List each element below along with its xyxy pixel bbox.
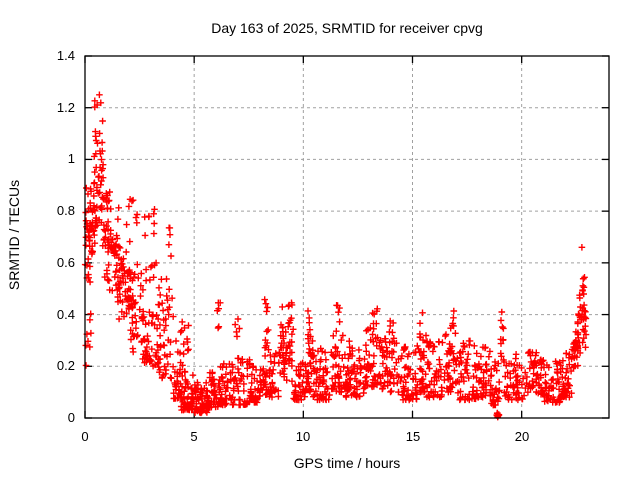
y-tick-label-0: 0	[67, 410, 75, 425]
x-axis-label: GPS time / hours	[293, 455, 401, 471]
y-tick-label-0.6: 0.6	[56, 255, 75, 270]
y-tick-label-1: 1	[67, 151, 75, 166]
x-tick-label-5: 5	[190, 429, 198, 444]
y-tick-label-0.2: 0.2	[56, 358, 75, 373]
x-tick-label-10: 10	[295, 429, 311, 444]
y-tick-label-1.2: 1.2	[56, 100, 75, 115]
x-tick-label-0: 0	[81, 429, 89, 444]
y-tick-label-0.8: 0.8	[56, 203, 75, 218]
x-tick-label-20: 20	[514, 429, 530, 444]
chart-title: Day 163 of 2025, SRMTID for receiver cpv…	[211, 20, 483, 36]
plot-border	[84, 55, 610, 419]
y-tick-label-1.4: 1.4	[56, 48, 75, 63]
x-tick-label-15: 15	[405, 429, 421, 444]
scatter-points	[81, 91, 590, 421]
y-tick-label-0.4: 0.4	[56, 307, 75, 322]
